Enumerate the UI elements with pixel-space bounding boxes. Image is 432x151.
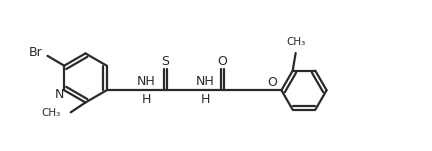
Text: H: H — [201, 93, 210, 106]
Text: H: H — [142, 93, 151, 106]
Text: N: N — [54, 88, 64, 101]
Text: CH₃: CH₃ — [41, 108, 61, 118]
Text: CH₃: CH₃ — [286, 37, 305, 47]
Text: O: O — [217, 55, 227, 68]
Text: S: S — [161, 55, 169, 68]
Text: NH: NH — [137, 75, 156, 88]
Text: NH: NH — [196, 75, 215, 88]
Text: Br: Br — [29, 46, 43, 59]
Text: O: O — [268, 76, 277, 89]
